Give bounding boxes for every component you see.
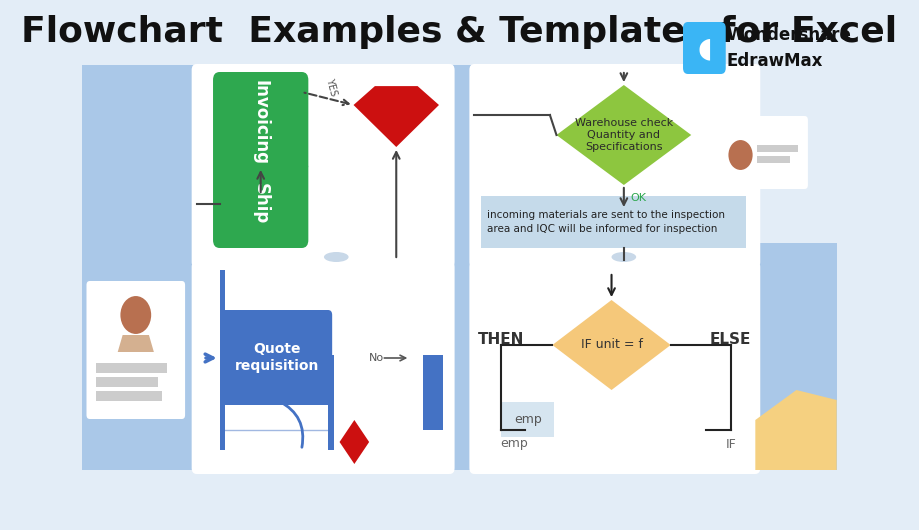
Bar [96, 377, 158, 387]
Polygon shape [339, 420, 369, 464]
FancyArrowPatch shape [279, 401, 303, 447]
Text: ELSE: ELSE [710, 332, 752, 348]
Text: Flowchart  Examples & Templates for Excel: Flowchart Examples & Templates for Excel [21, 15, 898, 49]
Text: Quote
requisition: Quote requisition [234, 342, 319, 373]
FancyBboxPatch shape [192, 64, 455, 268]
Text: IF: IF [725, 437, 736, 450]
Polygon shape [354, 86, 439, 147]
Bar [82, 243, 836, 267]
FancyBboxPatch shape [481, 196, 746, 248]
Polygon shape [755, 390, 836, 470]
FancyBboxPatch shape [221, 310, 332, 405]
FancyBboxPatch shape [213, 160, 309, 248]
Text: Wondershare
EdrawMax: Wondershare EdrawMax [727, 26, 851, 69]
Text: Ship: Ship [252, 183, 269, 225]
FancyBboxPatch shape [86, 281, 185, 419]
Ellipse shape [324, 252, 348, 262]
Circle shape [727, 139, 754, 171]
Text: No: No [369, 353, 384, 363]
Bar [82, 65, 197, 470]
Text: THEN: THEN [477, 332, 524, 348]
FancyBboxPatch shape [470, 64, 760, 268]
FancyBboxPatch shape [720, 116, 808, 189]
Text: Warehouse check
Quantity and
Specifications: Warehouse check Quantity and Specificati… [574, 118, 673, 153]
Text: ◖: ◖ [698, 34, 711, 62]
Bar [757, 156, 789, 163]
Text: Invoicing: Invoicing [252, 80, 269, 165]
FancyBboxPatch shape [470, 261, 760, 474]
FancyBboxPatch shape [683, 22, 726, 74]
Bar [501, 402, 554, 437]
Bar [328, 355, 334, 450]
Polygon shape [118, 335, 153, 352]
Bar [96, 391, 162, 401]
Text: YES: YES [324, 77, 339, 97]
Polygon shape [557, 85, 691, 185]
Text: emp: emp [514, 412, 541, 426]
Text: incoming materials are sent to the inspection
area and IQC will be informed for : incoming materials are sent to the inspe… [487, 210, 725, 234]
Ellipse shape [611, 252, 636, 262]
Circle shape [119, 295, 153, 335]
Bar [449, 65, 474, 470]
Bar [757, 145, 798, 152]
Bar [423, 355, 443, 430]
Polygon shape [552, 300, 671, 390]
Text: IF unit = f: IF unit = f [581, 339, 642, 351]
FancyBboxPatch shape [213, 72, 309, 173]
Bar [220, 270, 225, 450]
FancyBboxPatch shape [192, 261, 455, 474]
Bar [96, 363, 167, 373]
Text: emp: emp [501, 437, 528, 450]
Bar [755, 265, 836, 470]
Text: OK: OK [630, 193, 646, 203]
